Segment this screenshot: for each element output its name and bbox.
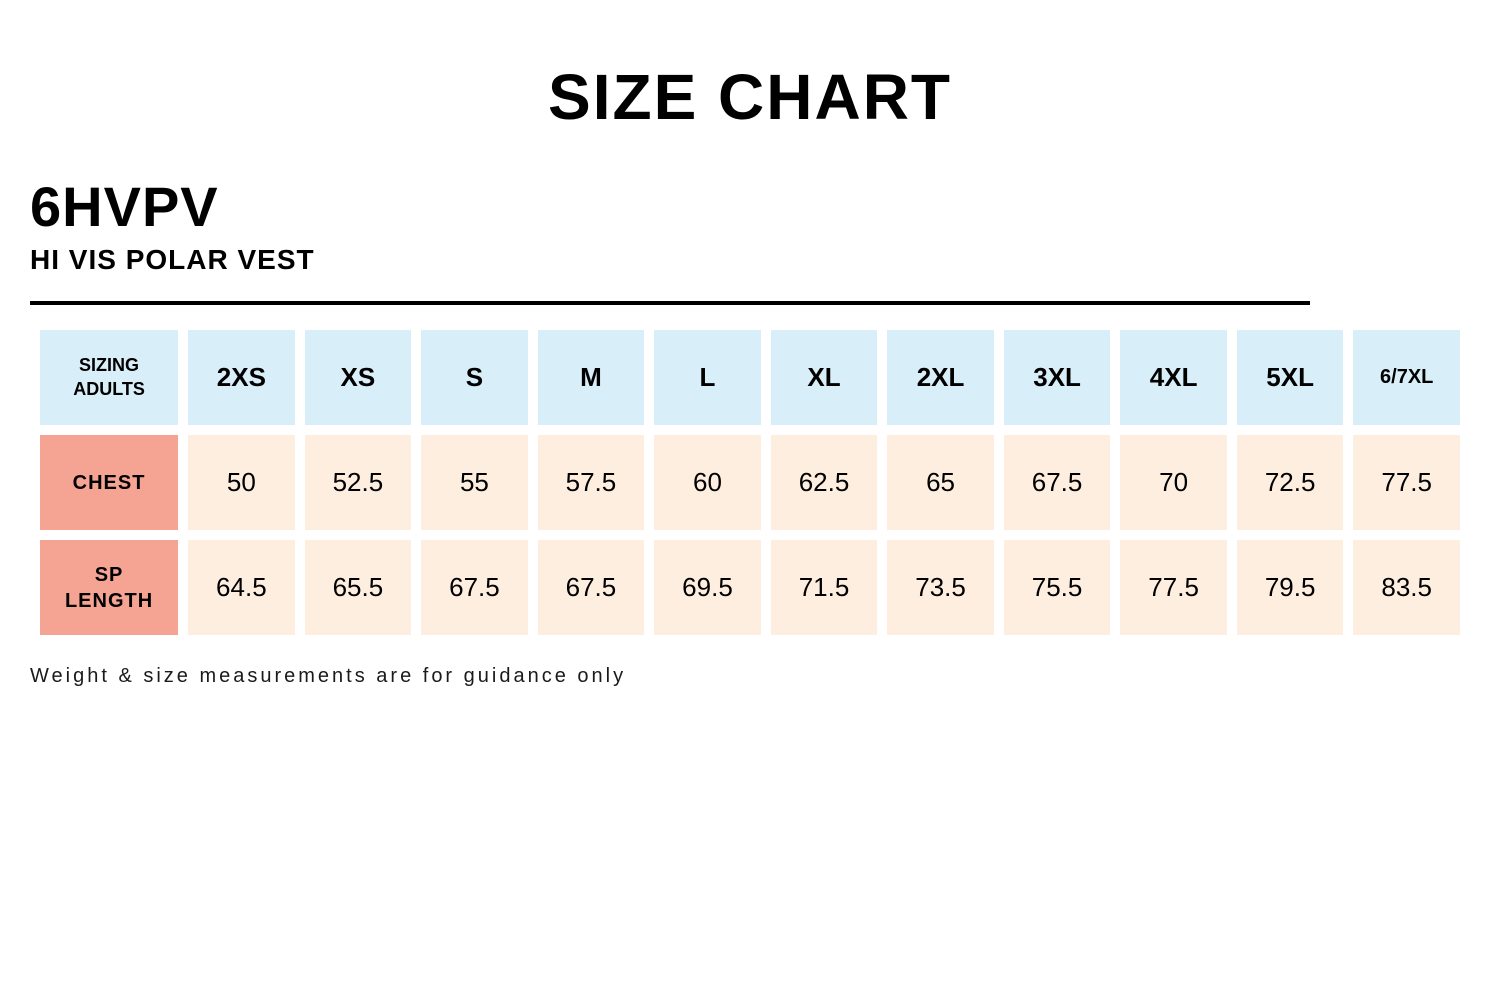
col-header: 2XL [887,330,994,425]
data-cell: 72.5 [1237,435,1344,530]
data-cell: 67.5 [421,540,528,635]
product-name: HI VIS POLAR VEST [30,244,1480,276]
table-row: SP LENGTH 64.5 65.5 67.5 67.5 69.5 71.5 … [40,540,1460,635]
data-cell: 75.5 [1004,540,1111,635]
col-header: M [538,330,645,425]
data-cell: 79.5 [1237,540,1344,635]
data-cell: 50 [188,435,295,530]
table-row: CHEST 50 52.5 55 57.5 60 62.5 65 67.5 70… [40,435,1460,530]
col-header: XS [305,330,412,425]
data-cell: 52.5 [305,435,412,530]
data-cell: 67.5 [538,540,645,635]
col-header: S [421,330,528,425]
row-label-2: LENGTH [65,590,153,612]
col-header: 6/7XL [1353,330,1460,425]
data-cell: 57.5 [538,435,645,530]
divider [30,301,1310,305]
table-header-row: SIZING ADULTS 2XS XS S M L XL 2XL 3XL 4X… [40,330,1460,425]
product-code: 6HVPV [30,174,1480,239]
corner-label-2: ADULTS [73,379,145,399]
data-cell: 77.5 [1120,540,1227,635]
row-header-chest: CHEST [40,435,178,530]
col-header: L [654,330,761,425]
size-table: SIZING ADULTS 2XS XS S M L XL 2XL 3XL 4X… [30,320,1470,645]
data-cell: 65.5 [305,540,412,635]
data-cell: 69.5 [654,540,761,635]
data-cell: 60 [654,435,761,530]
col-header: 3XL [1004,330,1111,425]
data-cell: 71.5 [771,540,878,635]
data-cell: 67.5 [1004,435,1111,530]
data-cell: 83.5 [1353,540,1460,635]
page-title: SIZE CHART [20,60,1480,134]
row-label-1: SP [95,564,124,586]
footnote: Weight & size measurements are for guida… [30,665,1470,688]
col-header: XL [771,330,878,425]
data-cell: 62.5 [771,435,878,530]
col-header: 2XS [188,330,295,425]
data-cell: 55 [421,435,528,530]
data-cell: 70 [1120,435,1227,530]
data-cell: 77.5 [1353,435,1460,530]
data-cell: 65 [887,435,994,530]
col-header: 5XL [1237,330,1344,425]
corner-label-1: SIZING [79,355,139,375]
col-header: 4XL [1120,330,1227,425]
data-cell: 73.5 [887,540,994,635]
corner-header: SIZING ADULTS [40,330,178,425]
row-header-sp-length: SP LENGTH [40,540,178,635]
data-cell: 64.5 [188,540,295,635]
size-table-container: SIZING ADULTS 2XS XS S M L XL 2XL 3XL 4X… [30,320,1470,645]
